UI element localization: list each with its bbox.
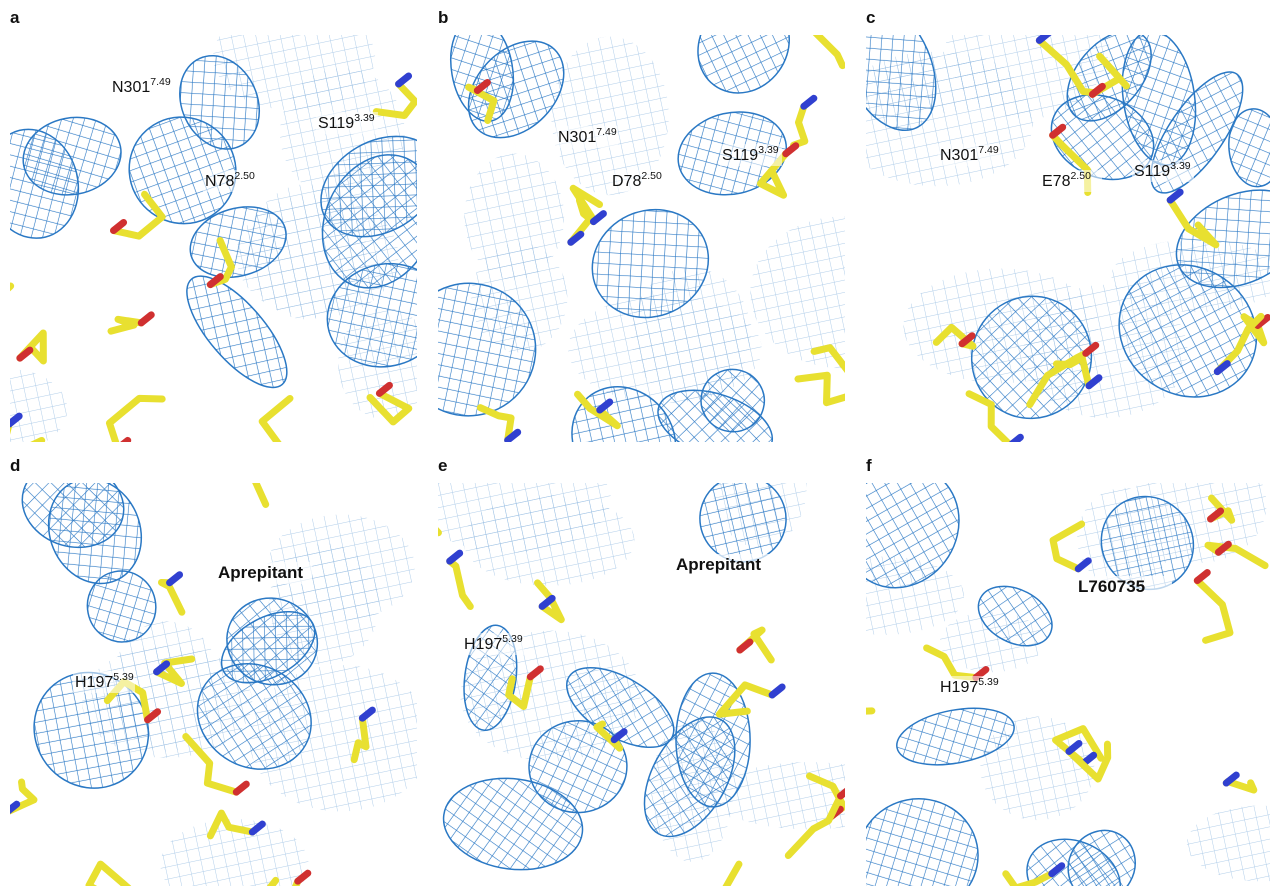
- residue-number: 2.50: [641, 170, 662, 182]
- residue-number: 5.39: [113, 671, 134, 683]
- density-art: [386, 0, 935, 513]
- stick-atom: [1010, 437, 1020, 445]
- stick: [1053, 524, 1082, 569]
- stick-atom: [258, 455, 268, 463]
- residue-number: 3.39: [758, 144, 779, 156]
- stick: [794, 106, 805, 145]
- residue-number: 7.49: [150, 76, 171, 88]
- stick: [111, 319, 141, 331]
- stick-atom: [141, 315, 151, 323]
- density-panel: H1975.39 L760735: [804, 444, 1270, 886]
- residue-name: H197: [75, 674, 113, 691]
- residue-name: S119: [1134, 163, 1170, 180]
- stick: [802, 0, 842, 65]
- residue-name: H197: [464, 636, 502, 653]
- density-art: [398, 426, 906, 886]
- stick-atom: [170, 575, 180, 583]
- figure: aN3017.49S1193.39N782.50bN3017.49S1193.3…: [0, 0, 1270, 886]
- mesh-faint: [464, 154, 564, 280]
- residue-number: 5.39: [978, 676, 999, 688]
- stick-atom: [855, 386, 865, 394]
- residue-name: S119: [722, 147, 758, 164]
- residue-name: S119: [318, 115, 354, 132]
- stick: [161, 582, 181, 612]
- stick-atom: [20, 350, 30, 358]
- stick: [398, 475, 438, 533]
- residue-name: H197: [940, 679, 978, 696]
- residue-number: 5.39: [502, 633, 523, 645]
- density-panel: N3017.49 S1193.39 D782.50: [386, 0, 935, 513]
- panel-label: d: [10, 456, 20, 475]
- stick: [723, 864, 752, 886]
- stick-atom: [869, 377, 879, 385]
- panel-label: e: [438, 456, 447, 475]
- residue-number: 2.50: [234, 170, 255, 182]
- mesh: [679, 0, 808, 111]
- residue-name: N301: [940, 147, 978, 164]
- panel-label: b: [438, 8, 448, 27]
- stick-atom: [772, 687, 782, 695]
- stick-atom: [1170, 192, 1180, 200]
- stick-atom: [1197, 573, 1207, 581]
- stick-atom: [118, 440, 128, 448]
- stick: [0, 286, 11, 335]
- stick: [480, 408, 511, 441]
- ligand-label: Aprepitant: [676, 555, 761, 574]
- density-panel: H1975.39 Aprepitant: [7, 450, 432, 886]
- residue-number: 3.39: [354, 112, 375, 124]
- stick-atom: [399, 76, 409, 84]
- density-panel: H1975.39 Aprepitant: [398, 426, 906, 886]
- residue-name: N78: [205, 173, 234, 190]
- stick-atom: [740, 642, 750, 650]
- stick-atom: [398, 467, 408, 475]
- residue-name: D78: [612, 173, 641, 190]
- stick-atom: [786, 146, 796, 154]
- stick-atom: [450, 553, 460, 561]
- density-art: [824, 0, 1270, 445]
- stick: [262, 398, 311, 466]
- mesh: [847, 788, 988, 886]
- panel-label: c: [866, 8, 875, 27]
- stick: [450, 561, 471, 606]
- panel-label: f: [866, 456, 872, 475]
- ligand-label: Aprepitant: [218, 563, 303, 582]
- stick-atom: [821, 697, 831, 705]
- density-art: [0, 4, 457, 467]
- density-panel: N3017.49 S1193.39 N782.50: [0, 4, 457, 467]
- stick-atom: [311, 459, 321, 467]
- residue-number: 3.39: [1170, 160, 1191, 172]
- density-art: [804, 444, 1270, 886]
- stick-atom: [593, 214, 603, 222]
- density-panel: N3017.49 E782.50 S1193.39: [824, 0, 1270, 445]
- mesh-faint: [1187, 806, 1270, 882]
- density-art: [7, 450, 432, 886]
- stick: [798, 375, 855, 402]
- residue-name: E78: [1042, 173, 1071, 190]
- residue-number: 7.49: [596, 126, 617, 138]
- stick-atom: [804, 98, 814, 106]
- panel-label: a: [10, 8, 20, 27]
- stick-atom: [236, 784, 246, 792]
- residue-name: N301: [112, 79, 150, 96]
- residue-number: 7.49: [978, 144, 999, 156]
- stick: [109, 398, 162, 448]
- residue-number: 2.50: [1070, 170, 1091, 182]
- ligand-label: L760735: [1078, 577, 1145, 596]
- mesh-faint: [0, 369, 67, 450]
- stick: [821, 705, 872, 712]
- stick: [1197, 581, 1230, 641]
- mesh-faint: [750, 216, 935, 368]
- stick: [253, 453, 273, 505]
- stick: [89, 864, 128, 886]
- residue-name: N301: [558, 129, 596, 146]
